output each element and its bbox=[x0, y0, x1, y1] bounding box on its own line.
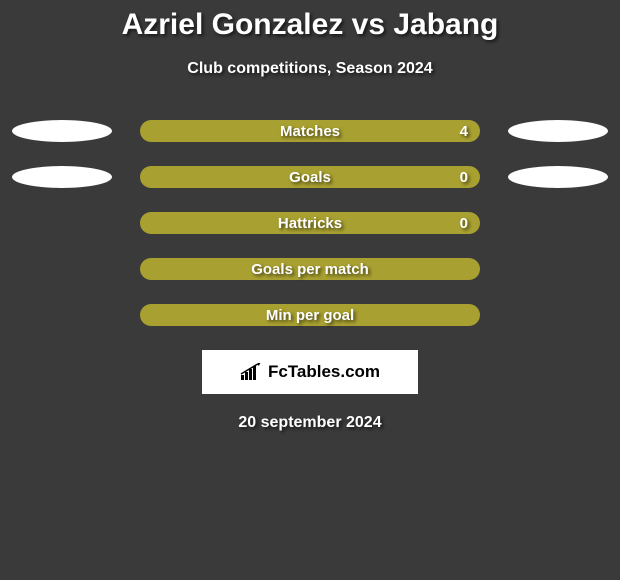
stat-row-goals-per-match: Goals per match bbox=[8, 258, 612, 280]
comparison-chart: Matches 4 Goals 0 Hattricks 0 Goals bbox=[0, 120, 620, 326]
page-title: Azriel Gonzalez vs Jabang bbox=[0, 8, 620, 42]
stat-bar: Hattricks 0 bbox=[140, 212, 480, 234]
ellipse-placeholder bbox=[508, 304, 608, 326]
logo-box: FcTables.com bbox=[202, 350, 418, 394]
logo-text: FcTables.com bbox=[268, 362, 380, 382]
ellipse-placeholder bbox=[12, 304, 112, 326]
stat-label: Hattricks bbox=[278, 215, 342, 232]
stat-bar: Goals per match bbox=[140, 258, 480, 280]
stat-bar: Goals 0 bbox=[140, 166, 480, 188]
ellipse-placeholder bbox=[508, 212, 608, 234]
right-ellipse bbox=[508, 120, 608, 142]
left-ellipse bbox=[12, 120, 112, 142]
stat-bar: Min per goal bbox=[140, 304, 480, 326]
stat-value: 0 bbox=[460, 169, 468, 186]
ellipse-placeholder bbox=[12, 212, 112, 234]
logo-content: FcTables.com bbox=[240, 362, 380, 382]
stat-label: Matches bbox=[280, 123, 340, 140]
stat-row-matches: Matches 4 bbox=[8, 120, 612, 142]
main-container: Azriel Gonzalez vs Jabang Club competiti… bbox=[0, 0, 620, 580]
stat-label: Goals per match bbox=[251, 261, 369, 278]
ellipse-placeholder bbox=[508, 258, 608, 280]
chart-icon bbox=[240, 363, 262, 381]
ellipse-placeholder bbox=[12, 258, 112, 280]
date-text: 20 september 2024 bbox=[0, 414, 620, 432]
right-ellipse bbox=[508, 166, 608, 188]
page-subtitle: Club competitions, Season 2024 bbox=[0, 60, 620, 78]
stat-row-hattricks: Hattricks 0 bbox=[8, 212, 612, 234]
stat-row-min-per-goal: Min per goal bbox=[8, 304, 612, 326]
stat-label: Min per goal bbox=[266, 307, 354, 324]
left-ellipse bbox=[12, 166, 112, 188]
stat-value: 4 bbox=[460, 123, 468, 140]
stat-label: Goals bbox=[289, 169, 331, 186]
stat-bar: Matches 4 bbox=[140, 120, 480, 142]
stat-value: 0 bbox=[460, 215, 468, 232]
stat-row-goals: Goals 0 bbox=[8, 166, 612, 188]
